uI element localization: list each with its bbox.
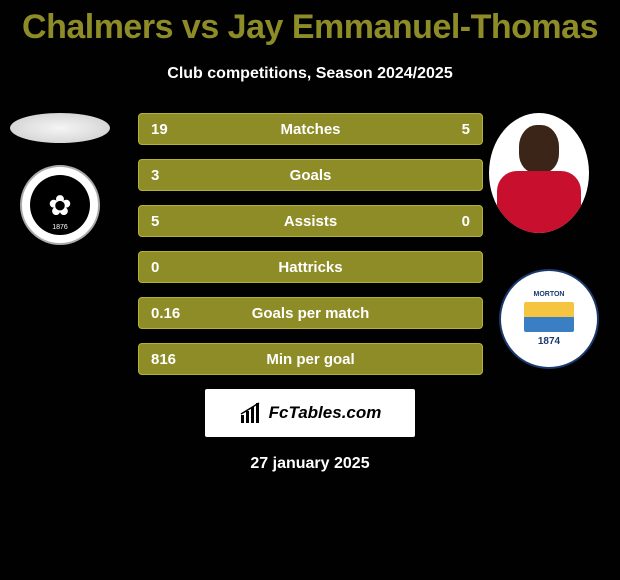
ship-icon — [524, 302, 574, 332]
stat-row-goals: 3 Goals — [138, 159, 483, 191]
comparison-panel: ✿ 1876 MORTON 1874 19 Matches 5 3 Goals … — [0, 113, 620, 473]
club-right-year: 1874 — [538, 336, 560, 347]
stat-left-value: 5 — [151, 213, 159, 230]
stat-row-matches: 19 Matches 5 — [138, 113, 483, 145]
stat-left-value: 3 — [151, 167, 159, 184]
stat-row-assists: 5 Assists 0 — [138, 205, 483, 237]
player-right-head — [519, 125, 559, 173]
stat-row-hattricks: 0 Hattricks — [138, 251, 483, 283]
stat-left-value: 19 — [151, 121, 168, 138]
stat-label: Assists — [284, 213, 337, 230]
brand-badge[interactable]: FcTables.com — [205, 389, 415, 437]
stat-bars: 19 Matches 5 3 Goals 5 Assists 0 0 Hattr… — [138, 113, 483, 375]
club-right-badge: MORTON 1874 — [499, 269, 599, 369]
stat-label: Hattricks — [278, 259, 342, 276]
page-title: Chalmers vs Jay Emmanuel-Thomas — [0, 0, 620, 47]
stat-left-value: 0 — [151, 259, 159, 276]
player-right-avatar — [489, 113, 589, 233]
stat-label: Min per goal — [266, 351, 354, 368]
fctables-logo-icon — [239, 401, 263, 425]
stat-right-value: 0 — [462, 213, 470, 230]
stat-label: Goals — [290, 167, 332, 184]
club-left-badge-inner: ✿ 1876 — [30, 175, 90, 235]
stat-left-value: 816 — [151, 351, 176, 368]
brand-text: FcTables.com — [269, 403, 382, 423]
stat-left-value: 0.16 — [151, 305, 180, 322]
stat-right-value: 5 — [462, 121, 470, 138]
player-left-avatar — [10, 113, 110, 143]
date-label: 27 january 2025 — [0, 455, 620, 473]
stat-row-min-per-goal: 816 Min per goal — [138, 343, 483, 375]
stat-label: Matches — [280, 121, 340, 138]
subtitle: Club competitions, Season 2024/2025 — [0, 65, 620, 83]
thistle-icon: ✿ — [48, 189, 71, 222]
club-right-top-text: MORTON — [534, 291, 565, 298]
club-left-year: 1876 — [52, 224, 68, 231]
player-right-shirt — [497, 171, 581, 233]
club-left-badge: ✿ 1876 — [20, 165, 100, 245]
stat-label: Goals per match — [252, 305, 370, 322]
stat-row-goals-per-match: 0.16 Goals per match — [138, 297, 483, 329]
